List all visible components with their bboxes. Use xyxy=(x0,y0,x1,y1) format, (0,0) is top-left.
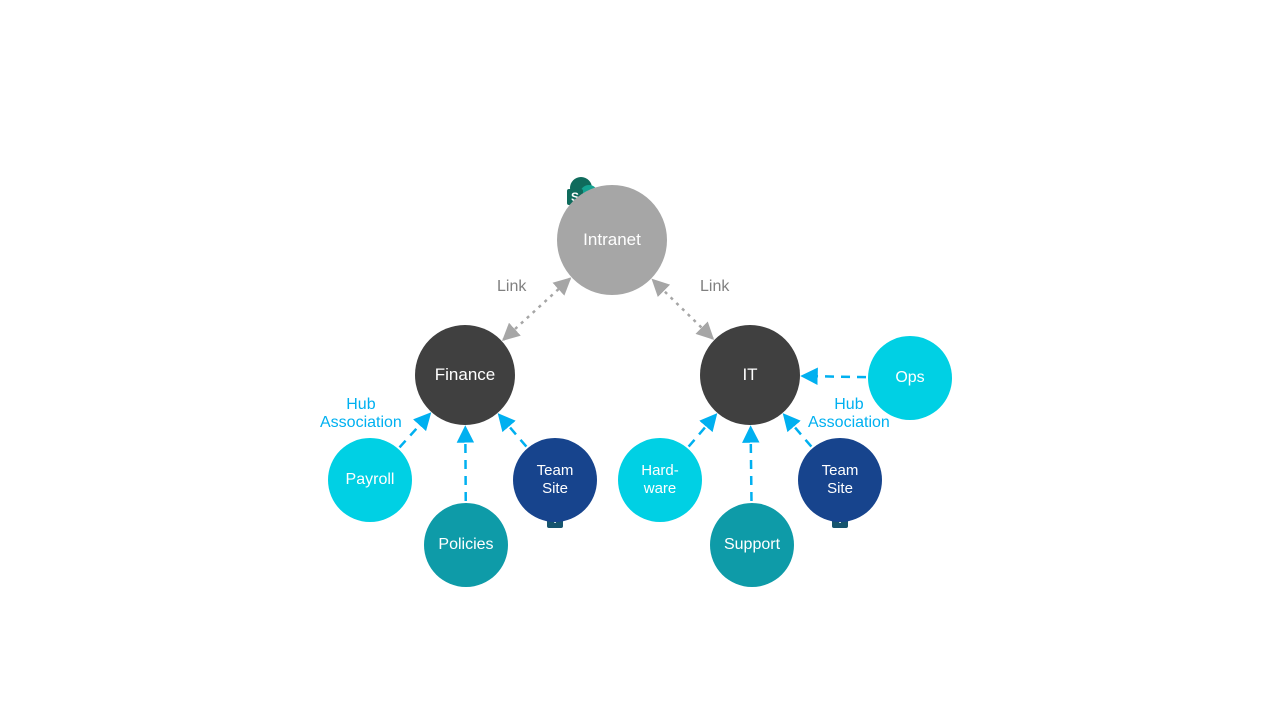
node-label: Intranet xyxy=(583,230,641,250)
node-label: Team Site xyxy=(537,462,574,498)
node-support: Support xyxy=(710,503,794,587)
node-it: IT xyxy=(700,325,800,425)
node-teamsite1: Team Site xyxy=(513,438,597,522)
node-label: Team Site xyxy=(822,462,859,498)
node-label: Payroll xyxy=(346,470,395,489)
edge-support-it xyxy=(751,427,752,501)
node-label: Support xyxy=(724,535,780,554)
node-payroll: Payroll xyxy=(328,438,412,522)
edge-label: Hub Association xyxy=(808,396,890,432)
edge-hardware-it xyxy=(689,414,717,446)
edge-teamsite1-finance xyxy=(499,414,527,446)
node-teamsite2: Team Site xyxy=(798,438,882,522)
node-intranet: Intranet xyxy=(557,185,667,295)
edge-label: Hub Association xyxy=(320,396,402,432)
edge-payroll-finance xyxy=(400,414,431,448)
edge-ops-it xyxy=(802,376,866,377)
node-label: IT xyxy=(742,365,757,385)
hub-diagram: S IntranetFinanceITPayrollPoliciesTTeam … xyxy=(0,0,1280,720)
node-label: Hard- ware xyxy=(641,462,679,498)
node-label: Ops xyxy=(895,368,924,387)
node-policies: Policies xyxy=(424,503,508,587)
node-finance: Finance xyxy=(415,325,515,425)
node-label: Policies xyxy=(438,535,493,554)
edge-label: Link xyxy=(497,278,526,296)
node-label: Finance xyxy=(435,365,495,385)
edges-layer xyxy=(0,0,1280,720)
node-hardware: Hard- ware xyxy=(618,438,702,522)
edge-label: Link xyxy=(700,278,729,296)
